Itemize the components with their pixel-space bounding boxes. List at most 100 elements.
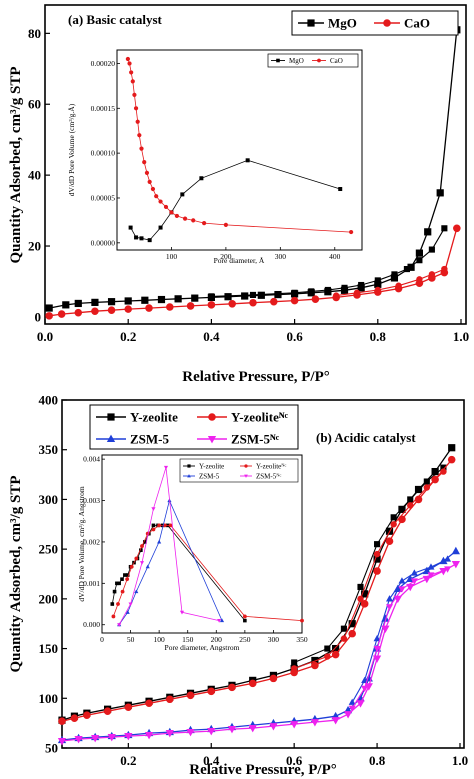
- inset-data-point: [129, 564, 134, 569]
- legend-box: [179, 458, 299, 483]
- inset-b-x-tick-label: 0: [100, 635, 104, 644]
- data-point: [453, 224, 461, 233]
- inset-a-series-0: [128, 158, 343, 243]
- data-point: [361, 685, 369, 693]
- panel-a-legend: MgO CaO: [291, 10, 459, 36]
- inset-a-x-tick-label: 400: [329, 252, 341, 261]
- data-point: [374, 277, 381, 284]
- inset-b-plot: 0 50 100 150 200 250 300 350 0.000 0.001 0.002 0.00…: [83, 455, 308, 644]
- data-point: [340, 635, 348, 642]
- inset-a-legend-entry-1: CaO: [312, 57, 343, 65]
- inset-data-point: [202, 220, 207, 226]
- data-point: [374, 541, 381, 548]
- data-point: [145, 304, 153, 312]
- inset-b-x-tick-label: 100: [154, 635, 166, 644]
- inset-data-point: [144, 170, 150, 175]
- data-point: [291, 659, 298, 666]
- inset-data-point: [163, 465, 169, 470]
- legend-label: Y-zeoliteᴺᶜ: [256, 463, 287, 471]
- data-point: [395, 282, 402, 289]
- inset-data-point: [120, 577, 124, 581]
- data-point: [157, 295, 166, 304]
- inset-b-y-tick-label: 0.003: [83, 496, 100, 505]
- inset-a-legend-entry-0: MgO: [271, 57, 304, 65]
- inset-data-point: [151, 527, 156, 532]
- data-point: [57, 737, 67, 746]
- data-point: [174, 295, 182, 303]
- inset-a-legend: MgO CaO: [267, 53, 359, 68]
- data-point: [398, 515, 406, 524]
- data-point: [444, 566, 452, 573]
- panel-a-y-tick-label: 40: [28, 168, 41, 183]
- data-point: [191, 294, 199, 302]
- inset-line: [130, 159, 341, 241]
- inset-data-point: [174, 213, 179, 219]
- inset-data-point: [243, 618, 247, 623]
- inset-b-x-tick-label: 300: [268, 635, 280, 644]
- data-point: [107, 298, 116, 306]
- data-point: [332, 292, 340, 299]
- data-point: [364, 683, 373, 691]
- data-point: [207, 687, 216, 696]
- desorption-line: [336, 268, 445, 297]
- data-point: [207, 728, 216, 736]
- data-point: [324, 286, 331, 294]
- data-point: [228, 683, 236, 692]
- panel-b-title: (b) Acidic catalyst: [316, 430, 416, 445]
- panel-a-y-tick-label: 80: [28, 26, 41, 41]
- inset-data-point: [182, 216, 188, 221]
- data-point: [186, 302, 195, 310]
- panel-b-y-tick-label: 200: [39, 591, 59, 606]
- legend-marker: [207, 435, 217, 444]
- inset-data-point: [245, 158, 250, 163]
- data-point: [431, 467, 439, 476]
- data-point: [410, 569, 418, 576]
- data-point: [414, 485, 423, 494]
- data-point: [427, 572, 435, 579]
- data-point: [107, 734, 116, 742]
- data-point: [186, 691, 195, 700]
- data-point: [274, 290, 282, 299]
- inset-data-point: [147, 238, 152, 243]
- data-point: [224, 293, 232, 301]
- data-point: [374, 286, 382, 294]
- inset-data-point: [140, 544, 144, 548]
- data-point: [165, 730, 174, 738]
- panel-a-title: (a) Basic catalyst: [68, 12, 163, 27]
- data-point: [431, 475, 439, 484]
- inset-data-point: [134, 556, 139, 561]
- inset-data-point: [338, 187, 343, 192]
- panel-b-legend-entry-3: ZSM-5ᴺᶜ: [197, 432, 280, 447]
- inset-data-point: [117, 623, 122, 627]
- data-point: [340, 625, 347, 632]
- panel-b-legend-entry-1: Y-zeoliteᴺᶜ: [197, 410, 289, 425]
- data-point: [447, 455, 456, 464]
- inset-data-point: [125, 610, 130, 614]
- data-point: [357, 583, 364, 590]
- data-point: [386, 595, 394, 602]
- panel-b-y-tick-label: 250: [39, 542, 59, 557]
- data-point: [390, 521, 397, 528]
- panel-a-x-tick-label: 0.0: [37, 329, 53, 344]
- panel-b-legend: Y-zeolite Y-zeoliteᴺᶜ ZSM-5 ZSM-5ᴺᶜ: [89, 404, 299, 450]
- data-point: [248, 679, 257, 688]
- data-point: [291, 289, 298, 296]
- data-point: [74, 308, 83, 317]
- data-point: [373, 550, 381, 558]
- data-point: [385, 537, 394, 545]
- inset-a-ylabel: dV/dD Pore Volume (cm³/g.Å): [67, 103, 76, 196]
- data-point: [391, 271, 398, 278]
- inset-a-y-tick-label: 0.00005: [91, 193, 116, 202]
- inset-b-frame: [101, 454, 303, 634]
- panel-b-ylabel: Quantity Adsorbed, cm³/g STP: [8, 475, 24, 672]
- data-point: [241, 292, 249, 300]
- legend-marker: [307, 19, 315, 27]
- inset-data-point: [169, 210, 174, 215]
- data-point: [356, 700, 365, 708]
- inset-data-point: [110, 602, 115, 606]
- inset-b-xlabel: Pore diameter, Angstrom: [165, 643, 240, 652]
- legend-marker: [107, 413, 115, 421]
- data-point: [423, 478, 430, 485]
- panel-b-frame: [61, 399, 465, 749]
